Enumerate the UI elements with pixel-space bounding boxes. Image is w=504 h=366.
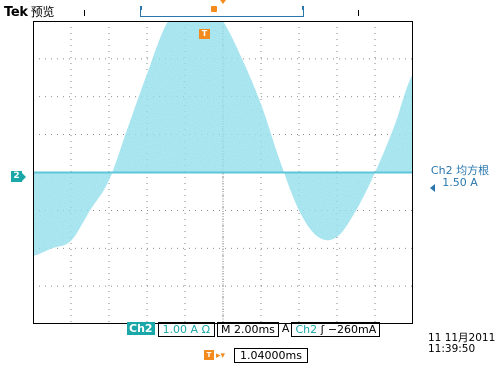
brand-name: Tek [4,5,28,20]
measurement-readout: Ch2 均方根 1.50 A [417,165,503,189]
trigger-position-icon [211,6,217,12]
screen-border [33,21,413,324]
oscilloscope-screen [33,21,413,324]
top-divider [84,10,85,16]
trigger-level-arrow-icon[interactable] [430,184,435,192]
waveform-trace [33,21,413,256]
measurement-name: Ch2 均方根 [430,164,490,177]
trigger-point-icon [220,0,226,4]
trigger-readout: Ch2 ʃ −260mA [291,322,381,337]
record-window-indicator [140,6,304,17]
timestamp: 11 11月2011 11:39:50 [428,333,495,355]
date-label: 11 11月2011 [428,332,496,344]
brand-label: Tek 预览 [4,3,54,20]
ch2-ground-marker[interactable]: 2 [11,171,26,182]
delay-arrow-icon: ▸▾ [216,351,226,361]
trigger-position-marker[interactable]: T [199,29,210,39]
top-divider-right [358,10,359,16]
delay-trigger-icon: T [204,350,214,360]
acquisition-mode: A [281,322,290,335]
horizontal-delay-value: 1.04000ms [234,348,308,363]
measurement-value: 1.50 A [442,176,478,189]
vertical-scale: 1.00 A Ω [157,322,215,337]
mode-label: 预览 [30,5,55,19]
trigger-slope-icon: ʃ [320,323,325,336]
trigger-level: −260mA [327,323,377,336]
waveform-noise-texture [33,21,413,256]
time-label: 11:39:50 [428,343,476,355]
timebase: M 2.00ms [216,322,279,337]
channel-badge[interactable]: Ch2 [127,322,155,335]
trigger-source: Ch2 [295,323,318,336]
